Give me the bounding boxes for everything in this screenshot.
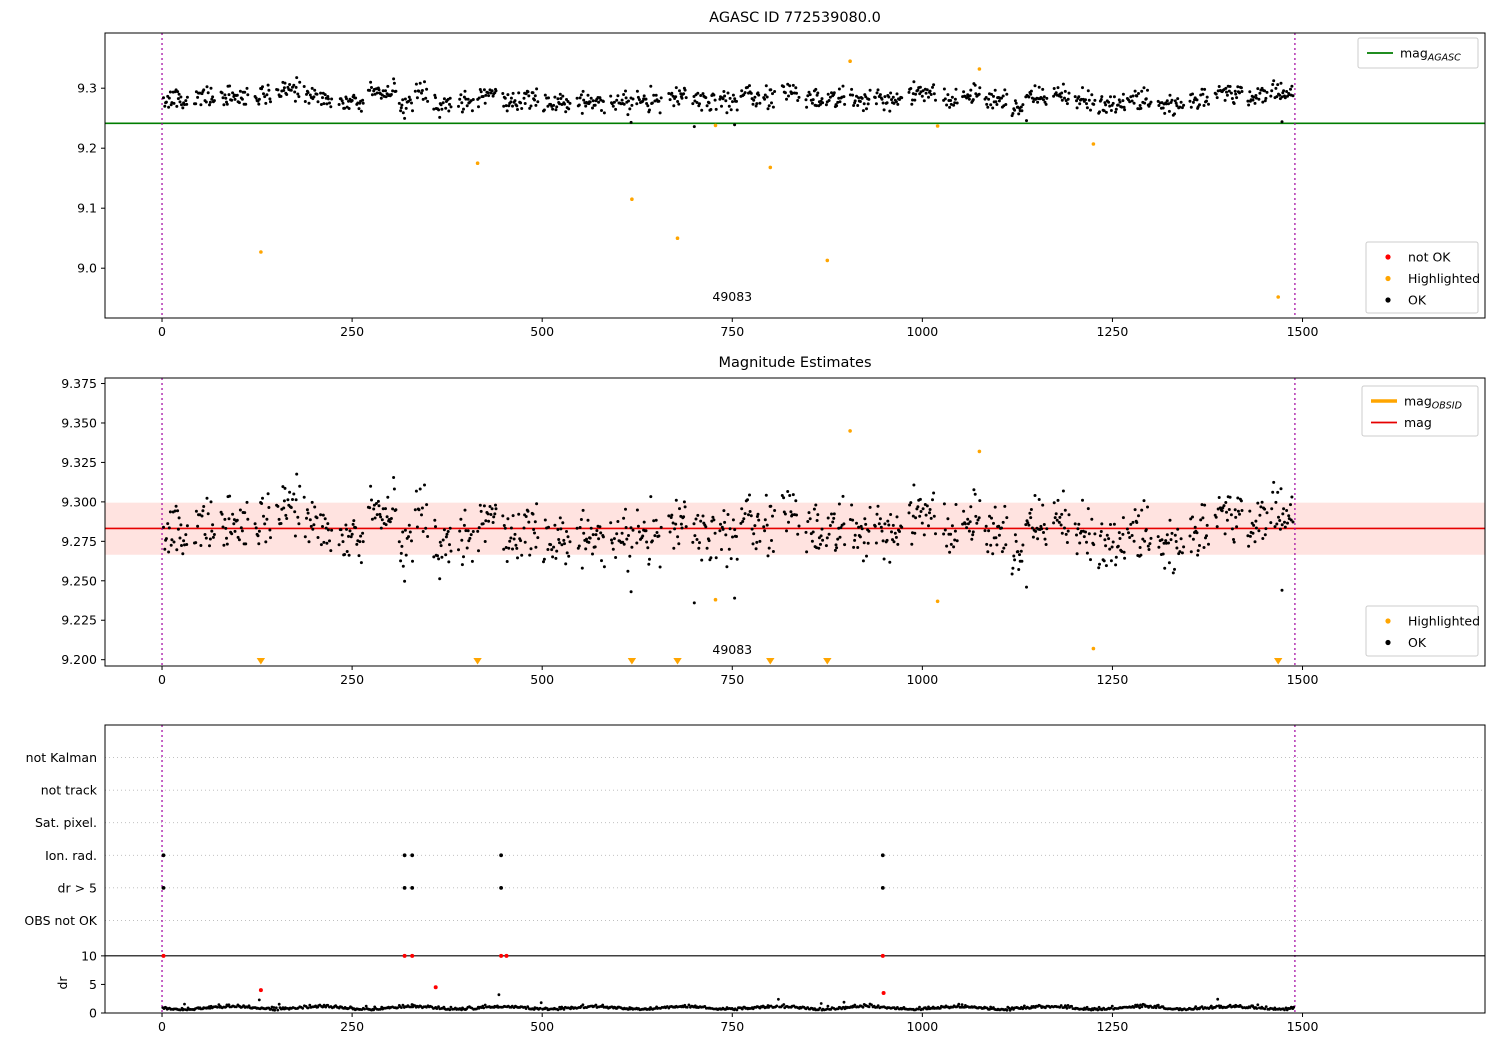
y-tick-label: 9.250 [61,573,97,588]
legend-label: mag [1404,415,1432,430]
x-tick-label: 1000 [906,672,938,687]
x-tick-label: 250 [340,324,364,339]
y-tick-label: 10 [81,948,97,963]
category-label: not track [41,783,98,798]
triangle-marker [1273,658,1283,665]
ok-outlier-points [629,585,1284,605]
legend-label: OK [1408,635,1427,650]
x-tick-label: 1000 [906,324,938,339]
x-tick-label: 750 [720,324,744,339]
x-tick-label: 500 [530,672,554,687]
ok-points [162,472,1295,583]
axes-mag-agasc: 0 250 500 750 1000 1250 1500 9.0 9.1 9.2 9.3 AGASC … [77,10,1486,339]
legend-box [1357,37,1479,69]
x-tick-label: 250 [340,1019,364,1034]
ok-points [162,76,1295,120]
axes-mag-estimates: 0 250 500 750 1000 1250 1500 9.200 9.225 9.250 9.2… [61,355,1486,687]
y-tick-label: 9.1 [77,201,97,216]
axes-flags: not Kalman not track Sat. pixel. Ion. rad. d… [24,724,1486,1014]
x-tick-label: 1250 [1097,1019,1129,1034]
x-tick-label: 500 [530,1019,554,1034]
x-tick-label: 1250 [1097,324,1129,339]
category-label: Sat. pixel. [35,815,97,830]
y-tick-label: 0 [89,1006,97,1021]
highlighted-points [713,429,1096,651]
legend-sample-dot [1385,297,1391,303]
category-label: OBS not OK [24,913,97,928]
legend-sample-dot [1385,254,1391,260]
legend-quality: not OK Highlighted OK [1365,241,1480,314]
y-tick-label: 9.200 [61,652,97,667]
x-tick-label: 0 [158,324,166,339]
dr-points [161,997,1296,1012]
dr-outlier-points [257,993,501,1002]
x-tick-label: 1500 [1287,324,1319,339]
axes-frame [104,377,1486,667]
x-tick-label: 0 [158,1019,166,1034]
y-tick-label: 9.0 [77,261,97,276]
y-tick-label: 9.325 [61,455,97,470]
obsid-annotation: 49083 [712,642,752,657]
plot-title: AGASC ID 772539080.0 [709,10,881,26]
x-tick-label: 750 [720,1019,744,1034]
x-tick-label: 250 [340,672,364,687]
y-axis-label: dr [55,976,70,990]
below-range-markers [256,658,1283,665]
legend-label: Highlighted [1408,271,1480,286]
dr-not-ok-points [161,953,886,995]
legend-box [1365,241,1479,314]
ion-rad-points [161,853,885,858]
category-label: dr > 5 [58,880,97,895]
y-tick-label: 9.275 [61,534,97,549]
y-tick-label: 9.300 [61,494,97,509]
y-tick-label: 9.3 [77,81,97,96]
legend-box [1365,605,1479,657]
ok-outlier-points [629,119,1284,129]
x-tick-label: 750 [720,672,744,687]
triangle-marker [823,658,832,665]
category-label: not Kalman [26,750,97,765]
legend-mag-agasc: magAGASC [1357,37,1479,69]
y-tick-label: 5 [89,977,97,992]
highlighted-points [259,59,1280,299]
legend-box [1361,385,1479,437]
legend-label: not OK [1408,249,1451,264]
x-tick-label: 1000 [906,1019,938,1034]
triangle-marker [473,658,482,665]
legend-sample-dot [1385,639,1391,646]
category-label: Ion. rad. [45,848,97,863]
triangle-marker [256,658,266,665]
x-tick-label: 1500 [1287,1019,1319,1034]
x-tick-label: 1500 [1287,672,1319,687]
triangle-marker [766,658,775,665]
dr5-points [161,886,885,890]
legend-label: Highlighted [1408,613,1480,628]
obsid-annotation: 49083 [712,289,752,304]
x-tick-label: 1250 [1097,672,1129,687]
legend-label: OK [1408,292,1427,307]
triangle-marker [673,658,682,665]
axes-frame [104,724,1486,1014]
triangle-marker [627,658,637,665]
legend-quality-2: Highlighted OK [1365,605,1480,657]
plot-title: Magnitude Estimates [718,355,871,371]
x-tick-label: 0 [158,672,166,687]
y-tick-label: 9.225 [61,613,97,628]
y-tick-label: 9.2 [77,141,97,156]
y-tick-label: 9.350 [61,415,97,430]
axes-frame [104,32,1486,319]
x-tick-label: 500 [530,324,554,339]
legend-sample-dot [1385,618,1391,624]
y-tick-label: 9.375 [61,376,97,391]
axes-dr: 0 250 500 750 1000 1250 1500 0 5 10 dr [55,948,1485,1034]
legend-sample-dot [1385,275,1391,282]
